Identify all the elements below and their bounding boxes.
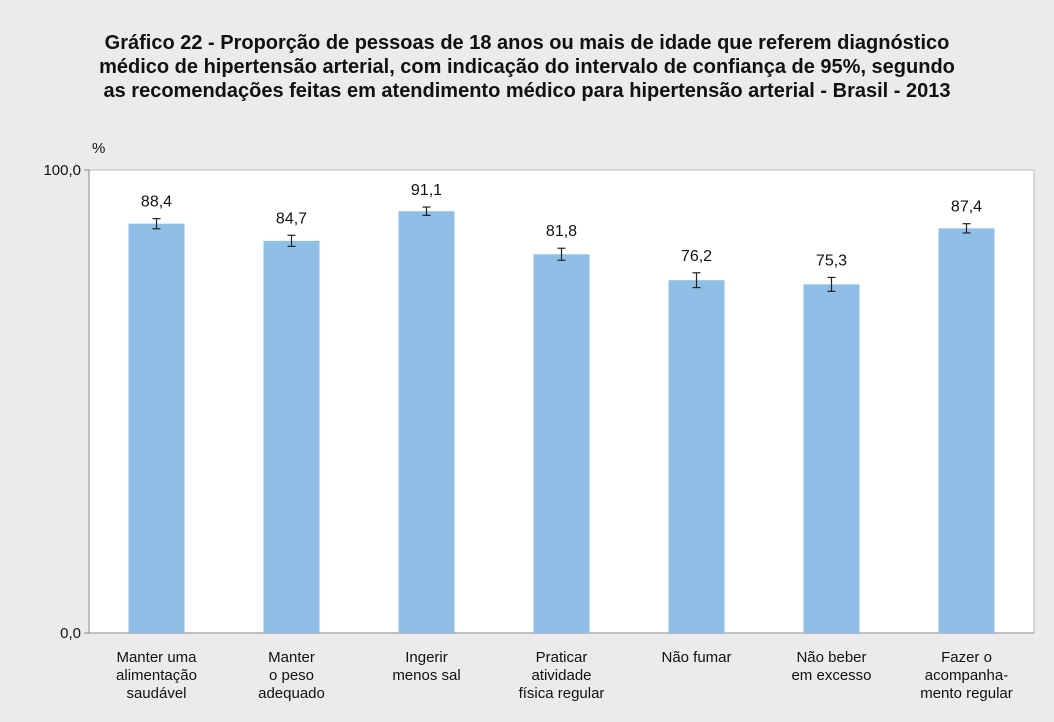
error-bar	[692, 272, 701, 289]
error-bar	[557, 247, 566, 261]
value-label: 87,4	[951, 199, 982, 216]
value-label: 91,1	[411, 182, 442, 199]
value-label: 88,4	[141, 194, 172, 211]
x-tick-label: Não beber	[796, 649, 866, 666]
x-tick-label: Manter	[268, 649, 315, 666]
chart-title: Gráfico 22 - Proporção de pessoas de 18 …	[99, 32, 955, 102]
error-bar	[287, 234, 296, 247]
bar	[938, 228, 995, 633]
x-tick-label: menos sal	[392, 667, 460, 684]
value-label: 84,7	[276, 210, 307, 227]
x-tick-label: adequado	[258, 685, 325, 702]
y-axis-label: %	[92, 140, 105, 157]
x-tick-label: o peso	[269, 667, 314, 684]
x-tick-label: mento regular	[920, 685, 1013, 702]
value-label: 75,3	[816, 252, 847, 269]
bar	[533, 254, 590, 634]
x-tick-label: Ingerir	[405, 649, 448, 666]
y-tick-label: 0,0	[60, 625, 81, 642]
bar	[398, 211, 455, 633]
x-tick-label: alimentação	[116, 667, 197, 684]
x-tick-label: atividade	[531, 667, 591, 684]
x-tick-label: em excesso	[791, 667, 871, 684]
bar	[668, 280, 725, 633]
bar	[803, 284, 860, 633]
error-bar	[827, 276, 836, 292]
error-bar	[152, 218, 161, 230]
value-label: 76,2	[681, 248, 712, 265]
x-tick-label: Não fumar	[661, 649, 731, 666]
x-tick-label: Fazer o	[941, 649, 992, 666]
y-tick-label: 100,0	[43, 162, 81, 179]
error-bar	[962, 223, 971, 234]
bar	[263, 240, 320, 634]
x-tick-label: Praticar	[536, 649, 588, 666]
x-tick-label: saudável	[126, 685, 186, 702]
value-label: 81,8	[546, 223, 577, 240]
error-bar	[422, 206, 431, 216]
x-tick-label: Manter uma	[116, 649, 197, 666]
bar	[128, 223, 185, 633]
x-tick-label: física regular	[519, 685, 605, 702]
x-tick-label: acompanha-	[925, 667, 1008, 684]
